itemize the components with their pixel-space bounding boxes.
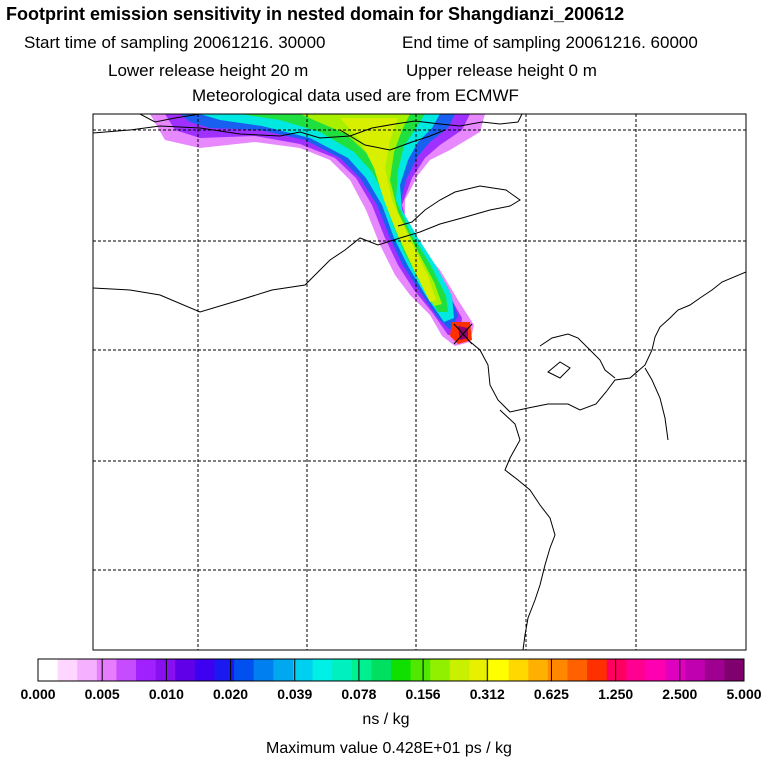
colorbar-unit: ns / kg <box>362 711 410 728</box>
colorbar-tick-label: 1.250 <box>598 686 634 702</box>
colorbar-cell <box>332 659 353 681</box>
colorbar-cell <box>391 659 412 681</box>
colorbar-cell <box>704 659 725 681</box>
coastline-north <box>93 114 523 139</box>
upper-release-label: Upper release height 0 m <box>406 61 597 80</box>
colorbar-cell <box>449 659 470 681</box>
colorbar-cell <box>606 659 627 681</box>
colorbar-tick-label: 0.312 <box>469 686 505 702</box>
bay-line <box>339 129 446 151</box>
colorbar-tick-label: 0.625 <box>533 686 569 702</box>
colorbar-cell <box>96 659 117 681</box>
colorbar-cell <box>234 659 255 681</box>
colorbar-tick-label: 0.039 <box>277 686 313 702</box>
colorbar-cell <box>136 659 157 681</box>
colorbar-cell <box>57 659 78 681</box>
colorbar-tick-label: 0.156 <box>405 686 441 702</box>
coastline-shandong <box>467 271 746 413</box>
colorbar-cell <box>685 659 706 681</box>
colorbar-cell <box>410 659 431 681</box>
colorbar-cell <box>312 659 333 681</box>
colorbar-cell <box>194 659 215 681</box>
colorbar-cell <box>253 659 274 681</box>
colorbar-cell <box>645 659 667 681</box>
plume-green <box>240 114 448 312</box>
colorbar-cell <box>489 659 510 681</box>
colorbar-cell <box>175 659 196 681</box>
plume-core <box>340 118 436 302</box>
colorbar-cell <box>77 659 98 681</box>
coastline-korea <box>644 367 669 441</box>
colorbar-cell <box>292 659 314 681</box>
colorbar-cell <box>430 659 451 681</box>
colorbar-cell <box>567 659 588 681</box>
colorbar-cell <box>626 659 647 681</box>
colorbar-cell <box>371 659 392 681</box>
colorbar-cell <box>508 659 529 681</box>
colorbar-cell <box>38 659 59 681</box>
chart-title: Footprint emission sensitivity in nested… <box>6 4 625 24</box>
colorbar-cell <box>469 659 490 681</box>
colorbar-cell <box>547 659 568 681</box>
colorbar-tick-label: 5.000 <box>726 686 762 702</box>
colorbar-cell <box>665 659 686 681</box>
coastline-east <box>499 409 556 650</box>
colorbar-tick-label: 0.010 <box>148 686 184 702</box>
met-data-label: Meteorological data used are from ECMWF <box>192 86 519 105</box>
lower-release-label: Lower release height 20 m <box>108 61 309 80</box>
map-frame <box>92 113 747 651</box>
colorbar-tick-label: 0.078 <box>341 686 377 702</box>
colorbar-cell <box>351 659 372 681</box>
colorbar-cell <box>587 659 608 681</box>
colorbar-cell <box>155 659 176 681</box>
receptor-marker <box>453 323 473 345</box>
coastline-peninsula <box>539 333 616 379</box>
end-time-label: End time of sampling 20061216. 60000 <box>402 33 698 52</box>
colorbar-cell <box>724 659 745 681</box>
colorbar-cell <box>116 659 137 681</box>
colorbar-cell <box>214 659 235 681</box>
colorbar-tick-label: 0.000 <box>20 686 56 702</box>
colorbar-tick-label: 2.500 <box>662 686 698 702</box>
max-value-label: Maximum value 0.428E+01 ps / kg <box>266 740 512 757</box>
coast-detail <box>547 361 571 379</box>
colorbar-cell <box>273 659 294 681</box>
coastline-bohai <box>93 185 521 313</box>
colorbar-tick-label: 0.020 <box>213 686 249 702</box>
start-time-label: Start time of sampling 20061216. 30000 <box>24 33 326 52</box>
colorbar-tick-label: 0.005 <box>84 686 120 702</box>
coastline-ridge <box>139 114 201 123</box>
colorbar-cell <box>528 659 549 681</box>
